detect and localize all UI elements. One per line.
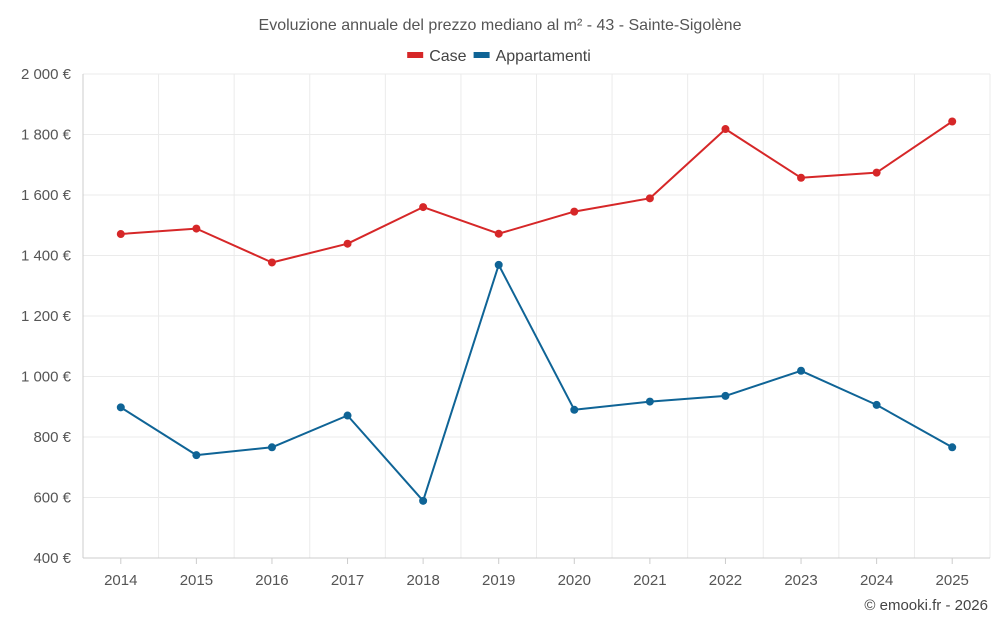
data-point-appartamenti[interactable]: Appartamenti 2018: 589 €	[419, 496, 428, 505]
data-point-case[interactable]: Case 2017: 1439 €	[343, 239, 352, 248]
x-tick-label: 2014	[104, 572, 137, 589]
data-point-case[interactable]: Case 2016: 1377 €	[267, 258, 276, 267]
x-tick-label: 2017	[331, 572, 364, 589]
y-tick-label: 1 800 €	[21, 127, 72, 144]
grid-layer	[83, 73, 991, 558]
y-tick-label: 1 000 €	[21, 369, 72, 386]
x-tick-label: 2019	[482, 572, 515, 589]
copyright-credit: © emooki.fr - 2026	[864, 597, 988, 614]
data-point-appartamenti[interactable]: Appartamenti 2014: 898 €	[116, 403, 125, 412]
data-point-case[interactable]: Case 2019: 1472 €	[494, 229, 503, 238]
data-point-appartamenti[interactable]: Appartamenti 2020: 890 €	[570, 405, 579, 414]
data-point-case[interactable]: Case 2022: 1818 €	[721, 125, 730, 134]
x-tick-label: 2015	[180, 572, 213, 589]
data-point-appartamenti[interactable]: Appartamenti 2025: 766 €	[948, 443, 957, 452]
series-layer: Case 2014: 1471 € Case 2015: 1489 € Case 2…	[116, 117, 957, 505]
y-tick-label: 1 600 €	[21, 187, 72, 204]
legend[interactable]: Case Appartamenti	[407, 48, 591, 65]
y-tick-label: 1 400 €	[21, 248, 72, 265]
y-tick-label: 1 200 €	[21, 308, 72, 325]
legend-swatch-case	[407, 52, 424, 58]
data-point-appartamenti[interactable]: Appartamenti 2019: 1369 €	[494, 260, 503, 269]
data-point-appartamenti[interactable]: Appartamenti 2023: 1019 €	[797, 366, 806, 375]
data-point-appartamenti[interactable]: Appartamenti 2015: 740 €	[192, 451, 201, 460]
y-tick-label: 800 €	[33, 429, 71, 446]
x-tick-label: 2022	[709, 572, 742, 589]
data-point-appartamenti[interactable]: Appartamenti 2024: 906 €	[872, 400, 881, 409]
legend-item-appartamenti[interactable]: Appartamenti	[473, 48, 591, 65]
legend-label-case: Case	[429, 48, 466, 65]
x-tick-label: 2021	[633, 572, 666, 589]
y-tick-label: 400 €	[33, 550, 71, 567]
data-point-appartamenti[interactable]: Appartamenti 2017: 871 €	[343, 411, 352, 420]
x-tick-label: 2025	[936, 572, 969, 589]
data-point-case[interactable]: Case 2015: 1489 €	[192, 224, 201, 233]
x-tick-label: 2020	[558, 572, 591, 589]
legend-swatch-appartamenti	[473, 52, 490, 58]
y-tick-label: 600 €	[33, 490, 71, 507]
legend-label-appartamenti: Appartamenti	[496, 48, 591, 65]
data-point-case[interactable]: Case 2021: 1589 €	[645, 194, 654, 203]
data-point-appartamenti[interactable]: Appartamenti 2016: 766 €	[267, 443, 276, 452]
data-point-appartamenti[interactable]: Appartamenti 2022: 936 €	[721, 391, 730, 400]
data-point-appartamenti[interactable]: Appartamenti 2021: 917 €	[645, 397, 654, 406]
chart-title: Evoluzione annuale del prezzo mediano al…	[259, 17, 742, 34]
x-tick-label: 2016	[255, 572, 288, 589]
data-point-case[interactable]: Case 2023: 1657 €	[797, 173, 806, 182]
data-point-case[interactable]: Case 2025: 1843 €	[948, 117, 957, 126]
data-point-case[interactable]: Case 2024: 1674 €	[872, 168, 881, 177]
x-tick-label: 2024	[860, 572, 893, 589]
series-line-case[interactable]	[120, 120, 953, 264]
series-line-appartamenti[interactable]	[120, 263, 953, 502]
data-point-case[interactable]: Case 2014: 1471 €	[116, 230, 125, 239]
data-point-case[interactable]: Case 2018: 1560 €	[419, 203, 428, 212]
x-tick-label: 2018	[406, 572, 439, 589]
y-tick-label: 2 000 €	[21, 66, 72, 83]
x-tick-label: 2023	[784, 572, 817, 589]
legend-item-case[interactable]: Case	[407, 48, 467, 65]
data-point-case[interactable]: Case 2020: 1545 €	[570, 207, 579, 216]
axis-layer: 400 € 600 € 800 € 1 000 € 1 200 € 1 400 € 1 60…	[21, 66, 990, 589]
